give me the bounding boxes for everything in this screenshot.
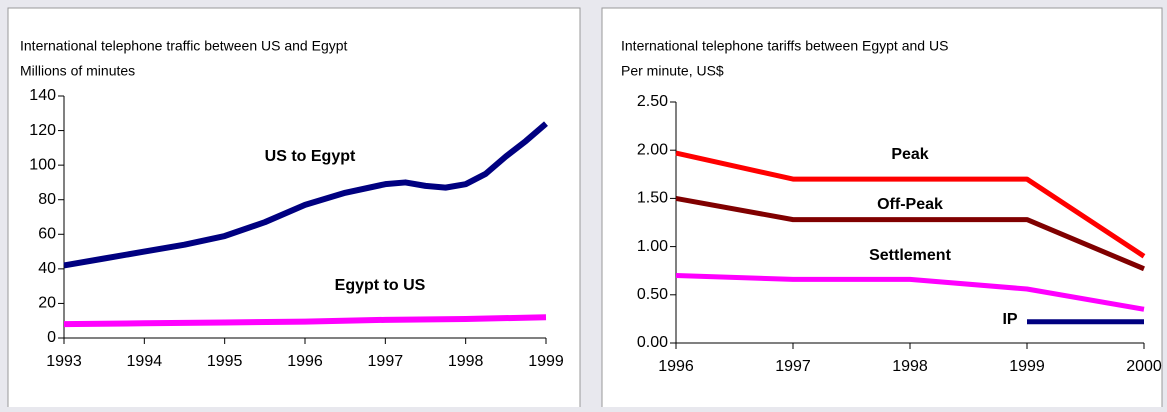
series-label: US to Egypt (265, 148, 356, 165)
y-tick-label: 1.00 (637, 238, 668, 255)
y-tick-label: 60 (38, 226, 56, 243)
x-tick-label: 1999 (1009, 358, 1045, 375)
chart-title: International telephone traffic between … (20, 38, 348, 54)
x-tick-label: 1997 (368, 353, 404, 370)
y-tick-label: 1.50 (637, 190, 668, 207)
series-label: Settlement (869, 247, 951, 264)
panel (601, 7, 1163, 412)
y-tick-label: 0.50 (637, 286, 668, 303)
x-tick-label: 1999 (528, 353, 564, 370)
x-tick-label: 1998 (448, 353, 484, 370)
y-tick-label: 2.50 (637, 93, 668, 110)
chart-subtitle: Millions of minutes (20, 63, 135, 79)
y-tick-label: 40 (38, 260, 56, 277)
chart-title: International telephone tariffs between … (621, 38, 948, 54)
y-tick-label: 80 (38, 191, 56, 208)
series-line (675, 150, 1146, 259)
x-tick-label: 1998 (892, 358, 928, 375)
y-tick-label: 20 (38, 295, 56, 312)
x-tick-label: 1993 (46, 353, 82, 370)
x-tick-label: 1996 (658, 358, 694, 375)
series-line (675, 195, 1145, 272)
y-tick-label: 100 (29, 156, 56, 173)
series-label: Egypt to US (335, 277, 426, 294)
y-tick-label: 0 (47, 329, 56, 346)
series-line (63, 314, 547, 328)
x-tick-label: 2000 (1126, 358, 1162, 375)
x-tick-label: 1996 (287, 353, 323, 370)
series-label: IP (1002, 311, 1017, 328)
series-label: Peak (891, 146, 928, 163)
chart-subtitle: Per minute, US$ (621, 63, 724, 79)
x-tick-label: 1994 (127, 353, 163, 370)
y-tick-label: 140 (29, 87, 56, 104)
series-line (675, 273, 1145, 312)
x-tick-label: 1997 (775, 358, 811, 375)
x-tick-label: 1995 (207, 353, 243, 370)
series-line (63, 121, 548, 269)
y-tick-label: 0.00 (637, 334, 668, 351)
y-tick-label: 120 (29, 122, 56, 139)
y-tick-label: 2.00 (637, 141, 668, 158)
series-label: Off-Peak (877, 196, 943, 213)
